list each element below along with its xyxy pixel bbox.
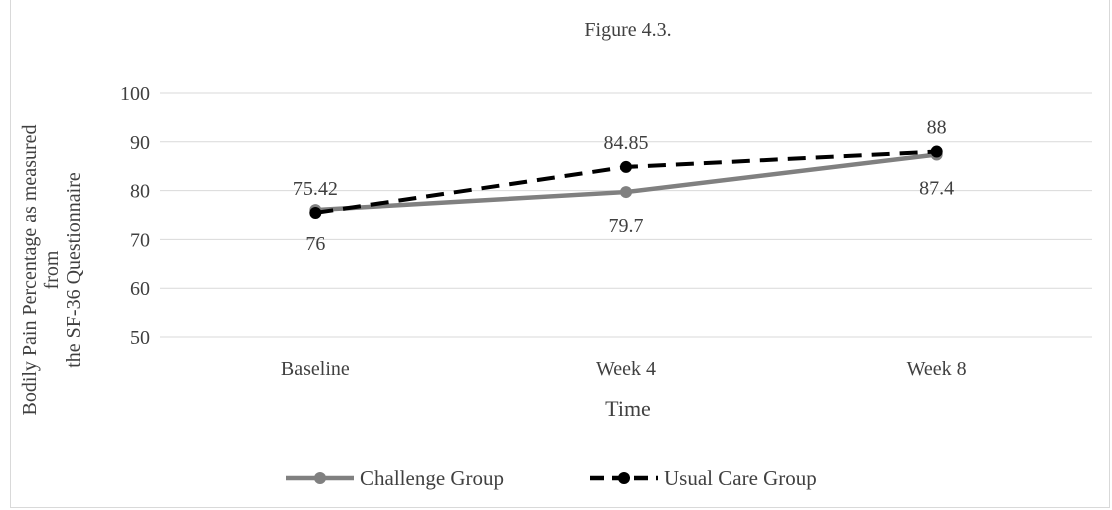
y-tick-labels: 50 60 70 80 90 100 (120, 83, 150, 349)
data-label: 79.7 (609, 215, 644, 237)
y-axis-label: Bodily Pain Percentage as measured from th… (19, 124, 85, 415)
data-point (620, 186, 632, 199)
y-axis-label-line: Bodily Pain Percentage as measured (19, 124, 41, 415)
series-lines: 76 79.7 87.4 75.42 84.85 88 (293, 117, 954, 256)
data-point (930, 145, 943, 158)
chart-frame (10, 0, 1110, 508)
chart-title: Figure 4.3. (584, 19, 671, 41)
x-axis-label: Time (605, 396, 651, 421)
x-tick-label: Baseline (281, 358, 350, 380)
y-tick-label: 60 (130, 278, 150, 300)
y-tick-label: 100 (120, 83, 150, 105)
data-label: 88 (927, 117, 947, 139)
series-challenge-group: 76 79.7 87.4 (305, 148, 954, 255)
legend-item: Usual Care Group (590, 466, 817, 490)
legend-marker (314, 472, 326, 484)
data-point (309, 206, 322, 219)
data-label: 75.42 (293, 178, 338, 200)
y-tick-label: 90 (130, 132, 150, 154)
legend-item: Challenge Group (286, 466, 504, 490)
legend-marker (618, 472, 630, 484)
x-tick-label: Week 4 (596, 358, 656, 380)
data-label: 76 (305, 233, 325, 255)
legend-label: Usual Care Group (664, 466, 817, 490)
x-tick-labels: Baseline Week 4 Week 8 (281, 358, 967, 380)
legend-label: Challenge Group (360, 466, 504, 490)
legend: Challenge Group Usual Care Group (286, 466, 817, 490)
x-tick-label: Week 8 (907, 358, 967, 380)
data-point (620, 160, 632, 173)
y-axis-label-line: from (41, 250, 63, 289)
data-label: 84.85 (604, 132, 649, 154)
y-tick-label: 70 (130, 229, 150, 251)
y-axis-label-line: the SF-36 Questionnaire (63, 172, 85, 368)
y-tick-label: 50 (130, 327, 150, 349)
y-tick-label: 80 (130, 181, 150, 203)
data-label: 87.4 (919, 177, 954, 199)
series-usual-care-group: 75.42 84.85 88 (293, 117, 947, 219)
